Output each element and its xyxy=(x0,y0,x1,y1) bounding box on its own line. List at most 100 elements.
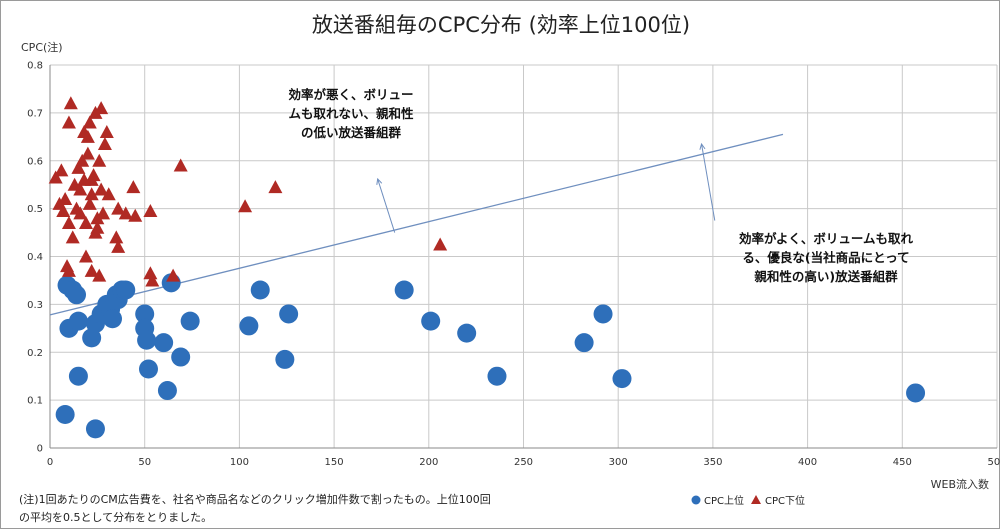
legend-marker-cpc-lower xyxy=(751,495,761,504)
data-point-cpc-lower xyxy=(126,180,141,194)
data-point-cpc-lower xyxy=(78,215,93,229)
data-point-cpc-upper xyxy=(279,304,299,324)
y-tick-label: 0.7 xyxy=(27,108,43,119)
data-point-cpc-lower xyxy=(54,163,69,177)
y-tick-label: 0 xyxy=(37,444,43,455)
y-tick-label: 0.6 xyxy=(27,156,43,167)
data-point-cpc-upper xyxy=(103,309,123,329)
data-point-cpc-lower xyxy=(73,182,88,196)
y-axis-label: CPC(注) xyxy=(21,40,63,54)
data-point-cpc-lower xyxy=(71,160,86,174)
data-point-cpc-lower xyxy=(433,237,448,251)
data-point-cpc-lower xyxy=(92,268,107,282)
data-point-cpc-upper xyxy=(487,366,507,386)
x-tick-label: 400 xyxy=(798,457,817,468)
annotation-2-line: る、優良な(当社商品にとって xyxy=(742,250,909,265)
data-point-cpc-lower xyxy=(268,180,283,194)
y-tick-label: 0.8 xyxy=(27,61,43,72)
annotation-1-line: の低い放送番組群 xyxy=(301,125,402,140)
annotations: 効率が悪く、ボリュームも取れない、親和性の低い放送番組群効率がよく、ボリュームも… xyxy=(288,87,913,284)
x-tick-label: 500 xyxy=(987,457,1000,468)
data-point-cpc-lower xyxy=(80,129,95,143)
data-point-cpc-upper xyxy=(137,330,157,350)
data-point-cpc-lower xyxy=(48,170,63,184)
annotation-1-arrow xyxy=(377,178,396,233)
data-point-cpc-lower xyxy=(101,187,116,201)
data-point-cpc-upper xyxy=(82,328,102,348)
data-point-cpc-lower xyxy=(97,136,112,150)
y-tick-label: 0.2 xyxy=(27,348,43,359)
trend-line-segment xyxy=(49,133,784,316)
chart-title: 放送番組毎のCPC分布 (効率上位100位) xyxy=(312,13,690,37)
footnote-line-2: の平均を0.5として分布をとりました。 xyxy=(19,511,212,524)
annotation-2-arrow xyxy=(701,143,716,221)
data-point-cpc-upper xyxy=(67,285,87,305)
data-point-cpc-upper xyxy=(180,311,200,331)
y-tick-labels: 0 0.1 0.2 0.3 0.4 0.5 0.6 0.7 0.8 xyxy=(27,61,43,455)
data-point-cpc-lower xyxy=(90,220,105,234)
data-point-cpc-lower xyxy=(128,208,143,222)
data-point-cpc-lower xyxy=(145,273,160,287)
x-tick-label: 0 xyxy=(47,457,53,468)
data-point-cpc-upper xyxy=(85,419,105,439)
data-point-cpc-lower xyxy=(86,168,101,182)
data-point-cpc-lower xyxy=(94,101,109,115)
data-point-cpc-upper xyxy=(157,381,177,401)
data-point-cpc-lower xyxy=(143,204,158,218)
data-point-cpc-lower xyxy=(96,206,111,220)
legend-label-cpc-upper: CPC上位 xyxy=(704,494,744,507)
data-point-cpc-lower xyxy=(56,204,71,218)
x-tick-label: 100 xyxy=(230,457,249,468)
x-tick-label: 450 xyxy=(893,457,912,468)
data-point-cpc-lower xyxy=(73,206,88,220)
data-point-cpc-lower xyxy=(84,263,99,277)
y-tick-label: 0.3 xyxy=(27,300,43,311)
data-point-cpc-lower xyxy=(118,206,133,220)
data-point-cpc-upper xyxy=(593,304,613,324)
data-point-cpc-upper xyxy=(68,311,88,331)
data-point-cpc-upper xyxy=(68,366,88,386)
data-point-cpc-lower xyxy=(75,153,90,167)
legend-label-cpc-lower: CPC下位 xyxy=(765,494,805,507)
data-point-cpc-lower xyxy=(94,182,109,196)
x-tick-label: 350 xyxy=(703,457,722,468)
footnote: (注)1回あたりのCM広告費を、社名や商品名などのクリック増加件数で割ったもの。… xyxy=(19,492,491,524)
data-point-cpc-lower xyxy=(80,146,95,160)
data-point-cpc-lower xyxy=(166,268,181,282)
x-tick-label: 300 xyxy=(609,457,628,468)
x-tick-label: 50 xyxy=(138,457,151,468)
data-point-cpc-lower xyxy=(82,115,97,129)
y-tick-label: 0.4 xyxy=(27,252,43,263)
data-point-cpc-upper xyxy=(394,280,414,300)
data-point-cpc-upper xyxy=(154,333,174,353)
data-point-cpc-upper xyxy=(55,404,75,424)
data-point-cpc-upper xyxy=(906,383,926,403)
data-point-cpc-lower xyxy=(84,187,99,201)
data-point-cpc-lower xyxy=(78,249,93,263)
data-point-cpc-lower xyxy=(111,239,126,253)
data-point-cpc-lower xyxy=(173,158,188,172)
trend-line xyxy=(49,133,784,316)
data-point-cpc-upper xyxy=(275,349,295,369)
data-point-cpc-upper xyxy=(171,347,191,367)
data-point-cpc-upper xyxy=(239,316,259,336)
x-tick-label: 200 xyxy=(419,457,438,468)
annotation-2-line: 親和性の高い)放送番組群 xyxy=(754,269,898,284)
annotation-1-line: 効率が悪く、ボリュー xyxy=(288,87,413,102)
data-point-cpc-lower xyxy=(99,125,114,139)
footnote-line-1: (注)1回あたりのCM広告費を、社名や商品名などのクリック増加件数で割ったもの。… xyxy=(19,492,491,506)
legend-marker-cpc-upper xyxy=(691,495,701,505)
x-tick-label: 250 xyxy=(514,457,533,468)
data-point-cpc-upper xyxy=(457,323,477,343)
annotation-1-line: ムも取れない、親和性 xyxy=(288,106,414,121)
data-point-cpc-lower xyxy=(92,153,107,167)
y-tick-label: 0.5 xyxy=(27,204,43,215)
annotation-2-line: 効率がよく、ボリュームも取れ xyxy=(739,231,914,246)
x-tick-labels: 0 50 100 150 200 250 300 350 400 450 500 xyxy=(47,457,1000,468)
y-tick-label: 0.1 xyxy=(27,396,43,407)
data-point-cpc-upper xyxy=(250,280,270,300)
data-point-cpc-upper xyxy=(116,280,136,300)
series-cpc-upper-points xyxy=(55,273,926,439)
